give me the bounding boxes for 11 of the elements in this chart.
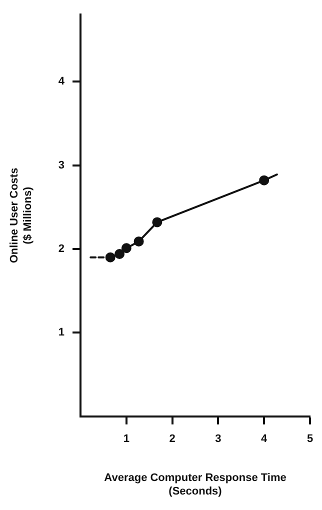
y-tick-label: 2 bbox=[58, 243, 65, 256]
x-axis-title: Average Computer Response Time (Seconds) bbox=[104, 472, 286, 498]
x-tick-label: 5 bbox=[306, 433, 314, 446]
x-tick-label: 4 bbox=[261, 433, 268, 446]
y-tick-label: 1 bbox=[58, 326, 65, 339]
y-tick-label: 3 bbox=[58, 159, 65, 172]
y-tick-label: 4 bbox=[58, 76, 66, 88]
x-tick-label: 1 bbox=[123, 433, 130, 446]
y-axis-title: Online User Costs ($ Millions) bbox=[8, 168, 34, 264]
x-tick-label: 2 bbox=[169, 433, 176, 446]
x-tick-label: 3 bbox=[215, 433, 222, 446]
